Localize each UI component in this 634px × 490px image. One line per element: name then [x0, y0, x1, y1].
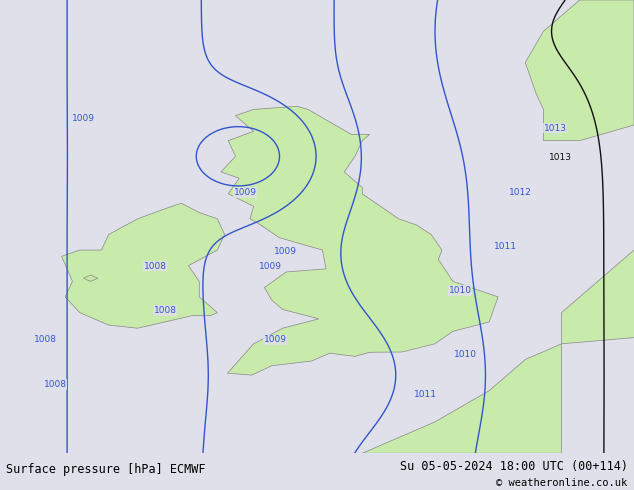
Text: 1013: 1013 [548, 153, 571, 162]
Text: 1009: 1009 [72, 114, 94, 122]
Polygon shape [83, 275, 98, 281]
Polygon shape [362, 344, 562, 453]
Text: 1008: 1008 [34, 336, 56, 344]
Polygon shape [526, 0, 634, 141]
Text: 1010: 1010 [453, 350, 477, 359]
Polygon shape [562, 225, 634, 344]
Text: 1013: 1013 [543, 123, 567, 133]
Polygon shape [61, 203, 224, 328]
Text: 1009: 1009 [233, 188, 257, 196]
Text: 1009: 1009 [273, 247, 297, 256]
Text: © weatheronline.co.uk: © weatheronline.co.uk [496, 478, 628, 489]
Polygon shape [221, 106, 498, 375]
Text: Surface pressure [hPa] ECMWF: Surface pressure [hPa] ECMWF [6, 463, 206, 476]
Text: Su 05-05-2024 18:00 UTC (00+114): Su 05-05-2024 18:00 UTC (00+114) [399, 460, 628, 473]
Text: 1011: 1011 [413, 390, 436, 399]
Text: 1011: 1011 [493, 242, 517, 251]
Text: 1008: 1008 [44, 380, 67, 389]
Text: 1009: 1009 [259, 262, 281, 270]
Text: 1008: 1008 [143, 262, 167, 270]
Text: 1008: 1008 [153, 306, 176, 315]
Text: 1010: 1010 [448, 286, 472, 295]
Text: 1012: 1012 [508, 188, 531, 196]
Text: 1009: 1009 [264, 336, 287, 344]
